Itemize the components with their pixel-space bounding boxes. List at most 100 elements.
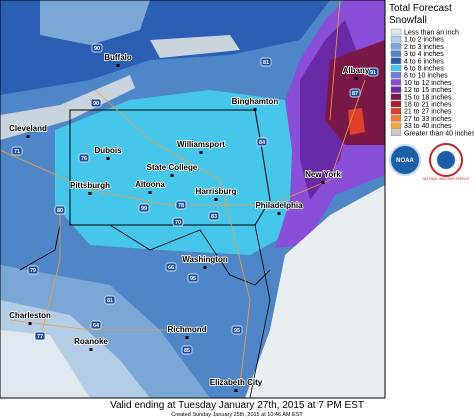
city-label: Richmond [167, 325, 206, 334]
shield-number: 79 [30, 268, 36, 274]
map [0, 0, 385, 398]
shield-badge [54, 205, 66, 215]
city-dot [253, 108, 257, 111]
legend-label: 18 to 21 inches [404, 102, 452, 109]
legend-label: 21 to 27 inches [404, 109, 452, 116]
noaa-text: NOAA [396, 158, 414, 164]
legend-swatch [390, 129, 402, 136]
city-dot [26, 135, 30, 138]
legend-swatch [390, 36, 402, 43]
city-dot [185, 336, 189, 339]
legend-label: Greater than 40 inches [404, 130, 474, 137]
legend-swatch [390, 57, 402, 64]
legend-label: 15 to 18 inches [404, 94, 452, 101]
shield-badge [90, 98, 102, 108]
city-label: Binghamton [232, 97, 279, 106]
shield-number: 81 [263, 60, 269, 66]
legend-label: 2 to 3 inches [404, 44, 444, 51]
legend-swatch [390, 93, 402, 100]
shield-number: 87 [352, 91, 358, 97]
map-frame [0, 0, 386, 399]
shield-number: 81 [107, 298, 113, 304]
legend-title: Total Forecast [389, 3, 452, 14]
legend-label: 6 to 8 inches [404, 66, 444, 73]
shield-badge [91, 43, 103, 53]
legend-swatch [390, 28, 402, 36]
city-label: Cleveland [9, 124, 47, 133]
shield-badge [181, 345, 193, 355]
nws-logo [429, 143, 463, 177]
shield-number: 78 [178, 203, 184, 209]
legend-title: Snowfall [389, 15, 427, 26]
legend-swatch [390, 100, 402, 108]
legend-label: 3 to 4 inches [404, 51, 444, 58]
legend-swatch [390, 79, 402, 86]
nws-text: NATIONAL WEATHER SERVICE [423, 177, 470, 181]
legend-swatch [390, 108, 402, 115]
shield-number: 77 [37, 334, 43, 340]
city-dot [214, 198, 218, 201]
legend-swatch [390, 72, 402, 79]
shield-number: 83 [211, 214, 217, 220]
shield-badge [208, 211, 220, 221]
shield-badge [165, 262, 177, 272]
shield-number: 90 [93, 101, 99, 107]
shield-number: 95 [234, 328, 240, 334]
city-label: Williamsport [177, 140, 225, 149]
city-label: Buffalo [104, 53, 132, 62]
legend-label: 4 to 6 inches [404, 58, 444, 65]
city-label: Dubois [94, 146, 122, 155]
city-label: Washington [182, 255, 228, 264]
legend-swatch [390, 122, 402, 129]
city-label: Elizabeth City [210, 378, 263, 387]
shield-badge [104, 295, 116, 305]
shield-number: 85 [184, 348, 190, 354]
shield-number: 71 [14, 149, 20, 155]
city-label: Charleston [9, 311, 51, 320]
shield-number: 95 [190, 276, 196, 282]
shield-number: 64 [93, 323, 100, 329]
shield-badge [27, 265, 39, 275]
city-dot [28, 322, 32, 325]
city-dot [321, 181, 325, 184]
shield-number: 76 [81, 156, 87, 162]
legend-label: Less than an inch [404, 30, 459, 37]
shield-badge [11, 146, 23, 156]
city-label: Pittsburgh [70, 181, 110, 190]
city-label: Albany [343, 66, 370, 75]
shield-number: 99 [141, 206, 147, 212]
shield-badge [90, 320, 102, 330]
shield-badge [172, 217, 184, 227]
shield-number: 80 [57, 208, 63, 214]
shield-badge [260, 57, 272, 67]
city-dot [234, 389, 238, 392]
legend-label: 10 to 12 inches [404, 80, 452, 87]
shield-badge [175, 200, 187, 210]
city-label: New York [305, 170, 341, 179]
city-dot [148, 191, 152, 194]
shield-badge [349, 88, 361, 98]
city-label: State College [147, 163, 198, 172]
shield-badge [34, 331, 46, 341]
shield-badge [138, 203, 150, 213]
legend-swatch [390, 64, 402, 72]
legend-label: 33 to 40 inches [404, 123, 452, 130]
shield-badge [367, 67, 379, 77]
city-label: Altoona [135, 180, 165, 189]
city-dot [203, 266, 207, 269]
legend-label: 12 to 15 inches [404, 87, 452, 94]
valid-time: Valid ending at Tuesday January 27th, 20… [110, 400, 364, 411]
city-dot [88, 192, 92, 195]
city-dot [277, 212, 281, 215]
shield-badge [231, 325, 243, 335]
created-time: Created Sunday January 25th, 2015 at 10:… [171, 412, 303, 418]
shield-badge [187, 273, 199, 283]
shield-number: 90 [94, 46, 100, 52]
legend-swatch [390, 50, 402, 57]
city-label: Harrisburg [196, 187, 237, 196]
city-dot [354, 77, 358, 80]
legend-swatch [390, 115, 402, 122]
noaa-logo [389, 144, 421, 176]
city-dot [106, 157, 110, 160]
